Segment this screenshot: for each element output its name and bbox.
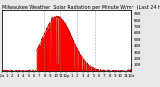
Text: Milwaukee Weather  Solar Radiation per Minute W/m²  (Last 24 Hours): Milwaukee Weather Solar Radiation per Mi…: [2, 5, 160, 10]
